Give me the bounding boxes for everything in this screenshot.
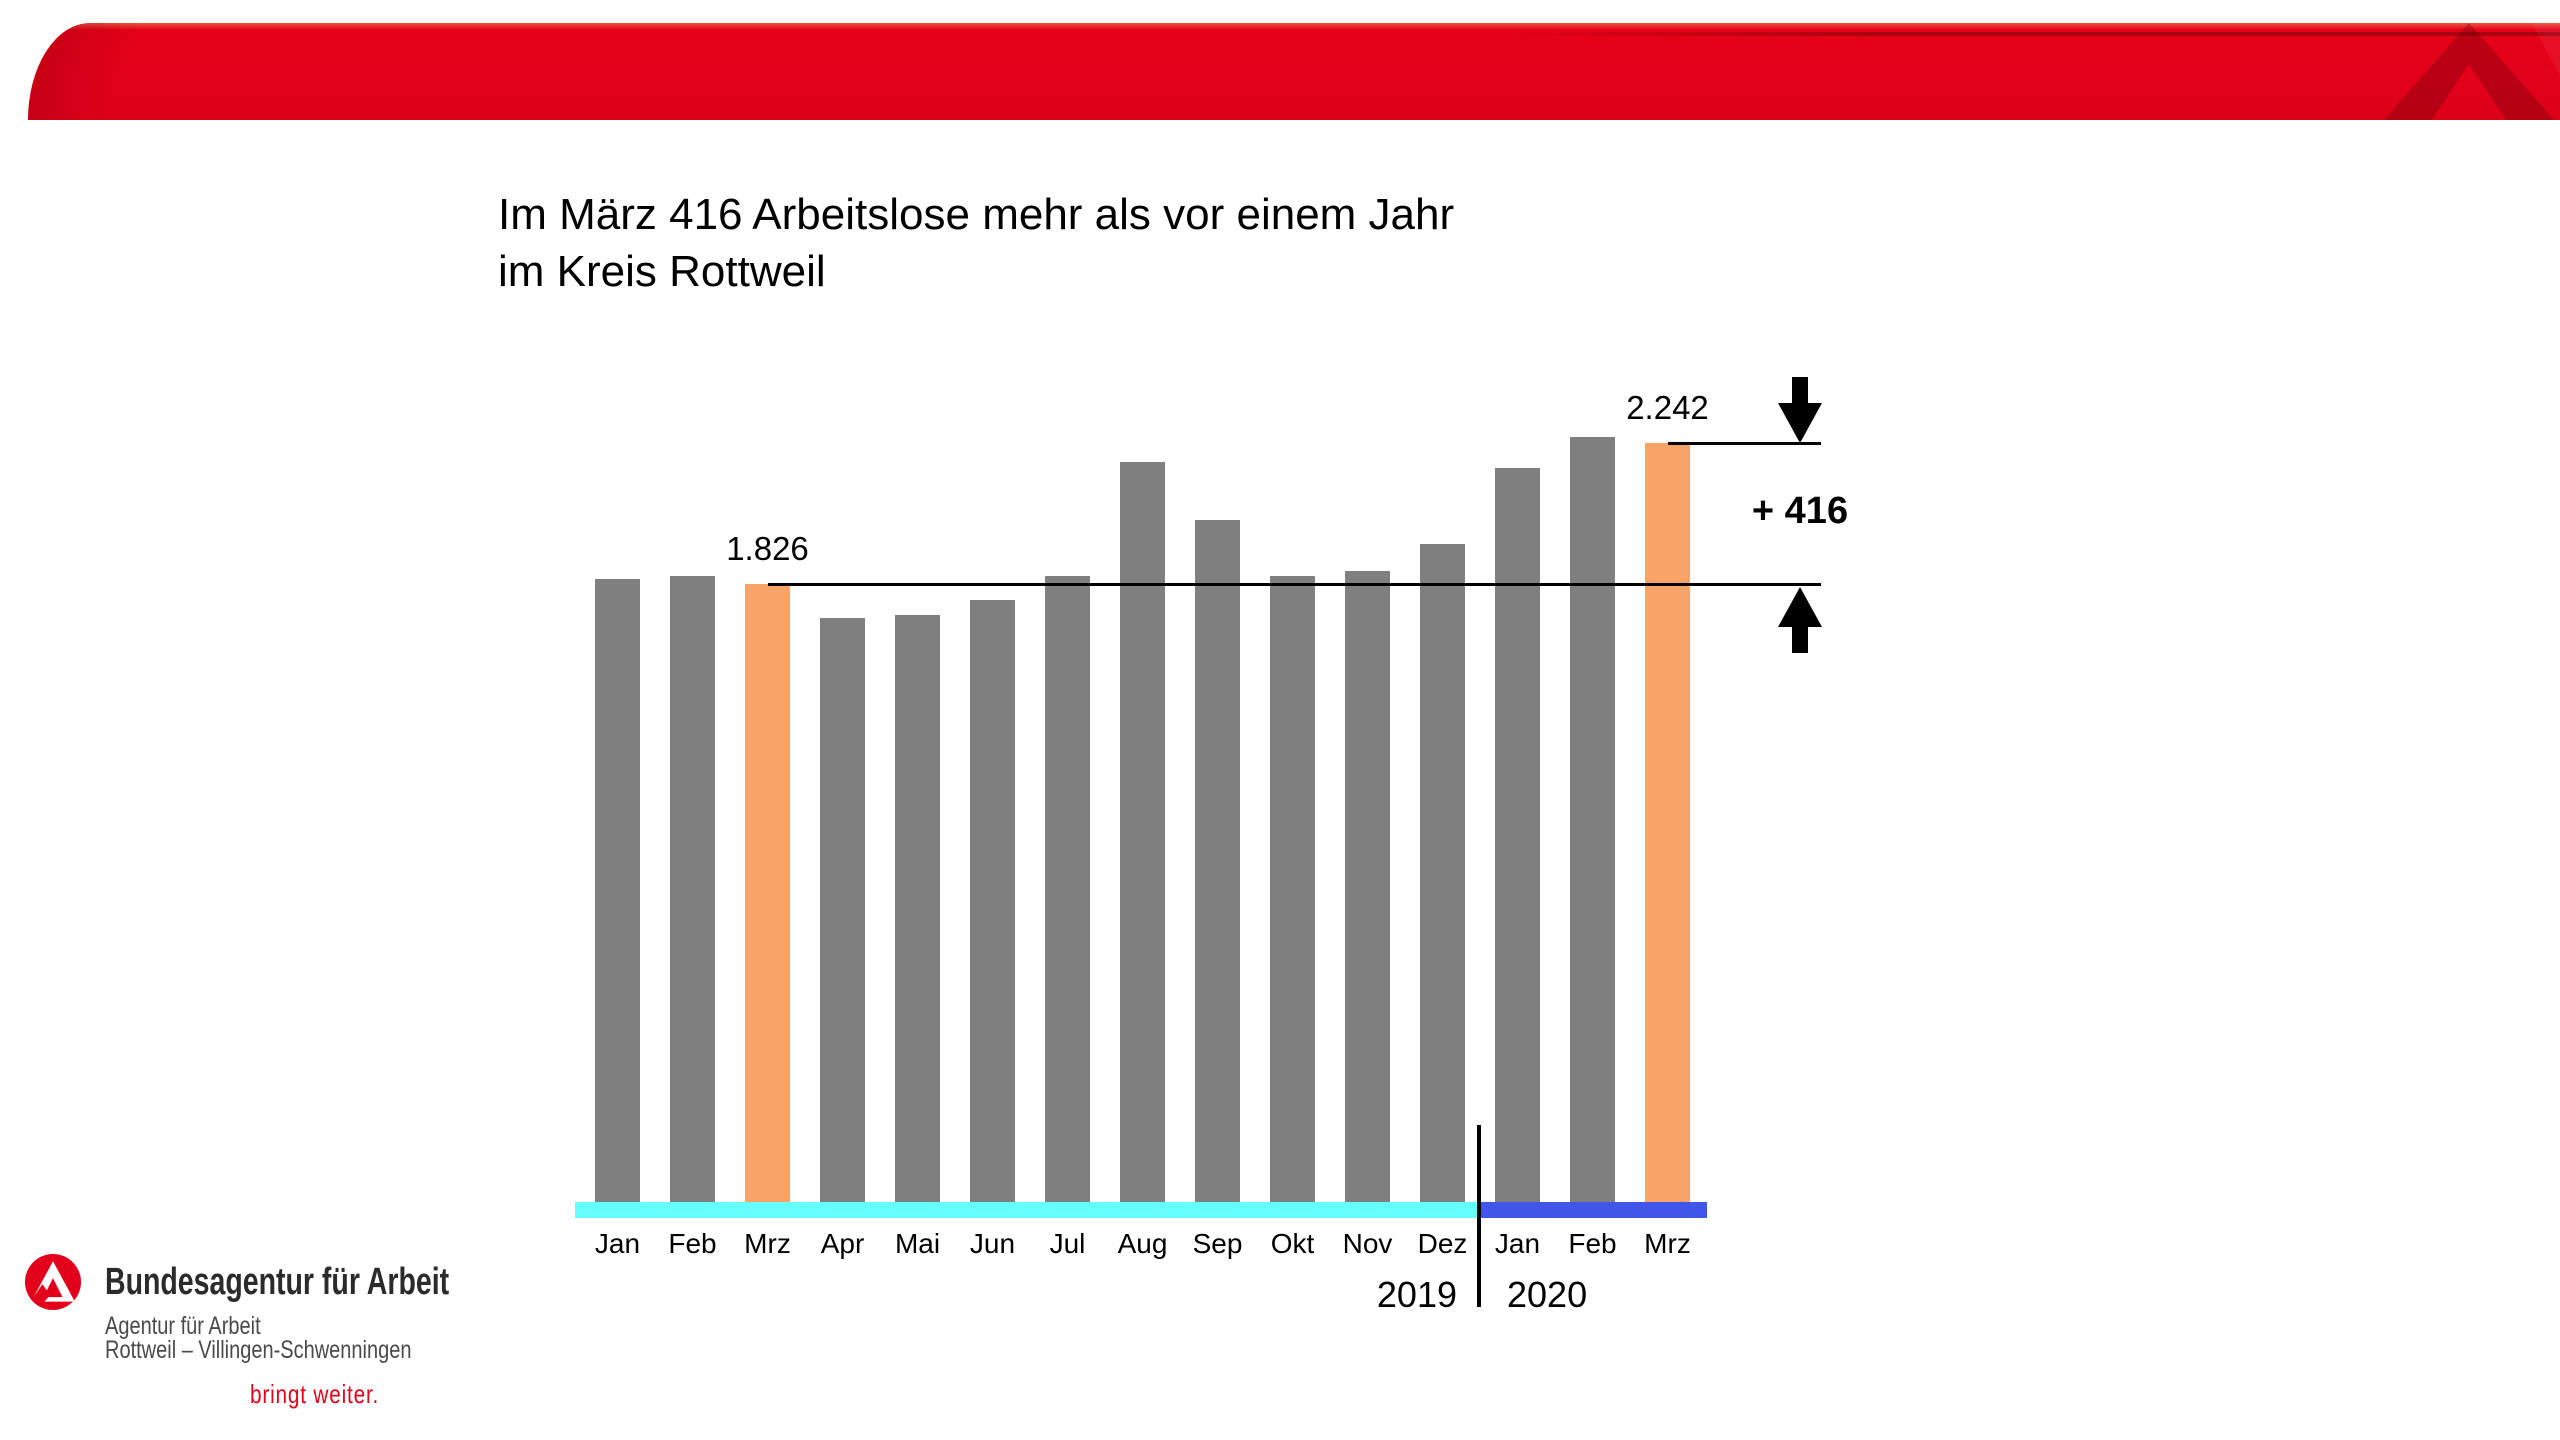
bar-dez-2019 <box>1420 543 1465 1202</box>
axis-strip-2020 <box>1479 1202 1707 1218</box>
month-label-jul-2019: Jul <box>1049 1228 1086 1259</box>
bar-mrz-2019 <box>745 584 790 1202</box>
month-label-aug-2019: Aug <box>1117 1228 1168 1259</box>
bar-sep-2019 <box>1195 520 1240 1202</box>
bar-feb-2019 <box>670 575 715 1202</box>
bar-aug-2019 <box>1120 462 1165 1202</box>
value-label-1826: 1.826 <box>726 530 809 567</box>
year-divider <box>1477 1125 1481 1307</box>
month-label-sep-2019: Sep <box>1192 1228 1243 1259</box>
month-label-apr-2019: Apr <box>820 1228 865 1259</box>
headline-line-1: Im März 416 Arbeitslose mehr als vor ein… <box>498 190 1455 239</box>
office-name: Agentur für Arbeit Rottweil – Villingen-… <box>105 1312 412 1364</box>
ba-logo-icon <box>25 1254 81 1310</box>
arrow-down-icon <box>1778 377 1822 444</box>
month-label-feb-2020: Feb <box>1568 1228 1617 1259</box>
bar-okt-2019 <box>1270 575 1315 1202</box>
org-name: Bundesagentur für Arbeit <box>105 1261 450 1303</box>
month-label-jan-2020: Jan <box>1494 1228 1541 1259</box>
value-label-2242: 2.242 <box>1626 389 1709 427</box>
year-label-2020: 2020 <box>1507 1274 1588 1315</box>
month-label-feb-2019: Feb <box>668 1228 717 1259</box>
month-label-mai-2019: Mai <box>894 1228 941 1259</box>
year-label-2019: 2019 <box>1376 1274 1457 1315</box>
bar-nov-2019 <box>1345 570 1390 1202</box>
headline-line-2: im Kreis Rottweil <box>498 247 826 296</box>
month-label-mrz-2020: Mrz <box>1644 1228 1691 1259</box>
axis-strip-2019 <box>575 1202 1479 1218</box>
month-label-jun-2019: Jun <box>969 1228 1016 1259</box>
bar-mai-2019 <box>895 614 940 1202</box>
bar-apr-2019 <box>820 618 865 1202</box>
headline: Im März 416 Arbeitslose mehr als vor ein… <box>498 186 1454 300</box>
header-dark-strip <box>1500 32 2560 36</box>
bar-jan-2020 <box>1495 467 1540 1202</box>
reference-line-1826 <box>767 583 1821 586</box>
bar-jan-2019 <box>595 579 640 1202</box>
bar-mrz-2020 <box>1645 443 1690 1202</box>
difference-label: + 416 <box>1751 489 1849 532</box>
bar-jul-2019 <box>1045 575 1090 1202</box>
bar-feb-2020 <box>1570 437 1615 1202</box>
month-label-dez-2019: Dez <box>1417 1228 1468 1259</box>
arrow-up-icon <box>1778 587 1822 653</box>
bar-jun-2019 <box>970 599 1015 1202</box>
header-corner-shade <box>28 23 248 120</box>
office-line-1: Agentur für Arbeit <box>105 1312 261 1340</box>
reference-line-2242 <box>1667 442 1821 446</box>
month-label-jan-2019: Jan <box>594 1228 641 1259</box>
header-band <box>28 23 2560 120</box>
slogan: bringt weiter. <box>250 1379 380 1409</box>
month-label-mrz-2019: Mrz <box>744 1228 791 1259</box>
month-label-nov-2019: Nov <box>1342 1228 1393 1259</box>
month-label-okt-2019: Okt <box>1270 1228 1315 1259</box>
office-line-2: Rottweil – Villingen-Schwenningen <box>105 1336 412 1364</box>
